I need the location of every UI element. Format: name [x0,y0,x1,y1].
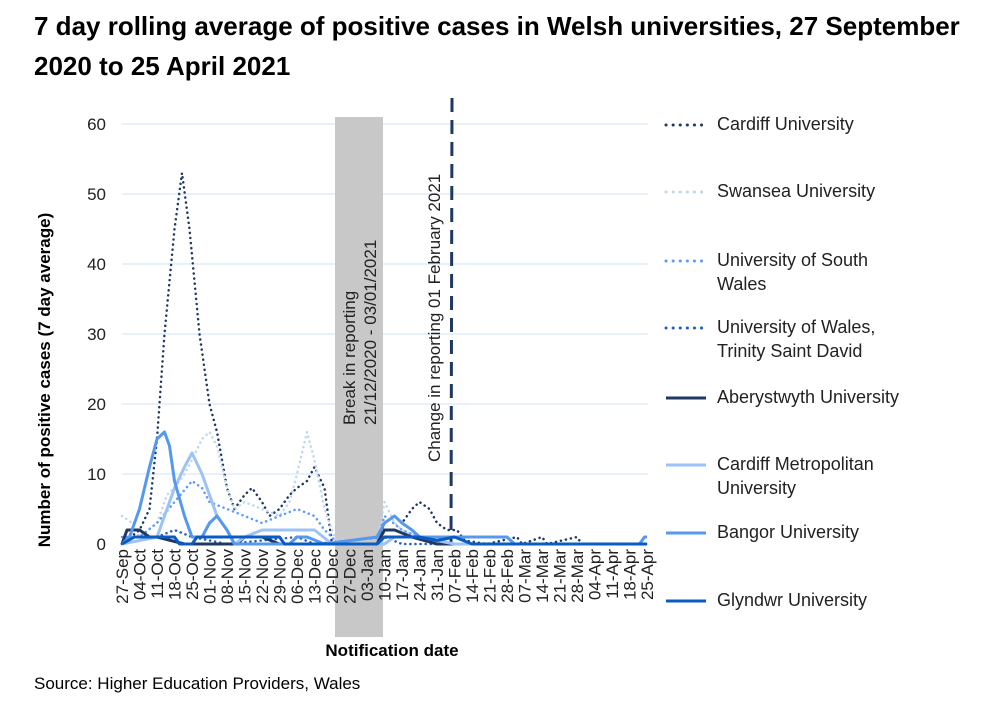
change-annotation: Change in reporting 01 February 2021 [425,174,444,462]
x-tick-label: 28-Feb [498,549,517,603]
reporting-change-line [449,97,454,545]
x-tick-label: 07-Feb [446,549,465,603]
series-line-university-of-south-wales [120,479,649,546]
legend-label: Cardiff University [717,114,854,134]
legend-swatch [666,463,706,467]
legend-swatch [666,531,706,535]
series-line-bangor-university [120,430,647,546]
legend-label: Bangor University [717,522,860,542]
x-tick-label: 20-Dec [323,549,342,604]
x-tick-label: 18-Oct [166,549,185,600]
x-tick-label: 07-Mar [516,549,535,603]
y-tick-label: 40 [87,255,106,274]
x-tick-label: 21-Mar [551,549,570,603]
y-tick-label: 50 [87,185,106,204]
legend-swatch [666,396,706,400]
legend-label: Aberystwyth University [717,387,900,407]
x-axis-label: Notification date [325,641,458,660]
x-tick-label: 27-Dec [341,549,360,604]
y-tick-label: 10 [87,465,106,484]
break-annotation-line1: Break in reporting [340,291,359,425]
x-tick-label: 06-Dec [288,549,307,604]
x-tick-label: 01-Nov [201,549,220,604]
source-note: Source: Higher Education Providers, Wale… [34,674,361,693]
x-tick-label: 27-Sep [113,549,132,604]
x-tick-label: 14-Mar [533,549,552,603]
x-tick-label: 10-Jan [376,549,395,601]
y-tick-label: 30 [87,325,106,344]
legend-label: Cardiff Metropolitan University [717,454,874,498]
series-line-cardiff-university [120,171,649,546]
x-tick-label: 14-Feb [463,549,482,603]
x-tick-label: 31-Jan [428,549,447,601]
legend-label: University of Wales, Trinity Saint David [717,317,876,361]
break-annotation-line2: 21/12/2020 - 03/01/2021 [361,240,380,425]
y-tick-label: 0 [97,535,106,554]
legend-label: Glyndwr University [717,590,868,610]
x-tick-label: 11-Apr [603,549,622,599]
x-tick-label: 13-Dec [306,549,325,604]
x-tick-label: 03-Jan [358,549,377,601]
x-tick-label: 29-Nov [271,549,290,604]
x-tick-label: 04-Oct [131,549,150,600]
series-line-swansea-university [120,430,649,546]
legend-swatch [664,259,708,263]
legend-swatch [664,190,708,194]
legend-swatch [666,599,706,603]
x-tick-label: 28-Mar [568,549,587,603]
y-tick-label: 60 [87,115,106,134]
series-line-glyndwr-university [121,535,647,546]
y-axis-label: Number of positive cases (7 day average) [35,213,54,547]
x-tick-label: 11-Oct [148,549,167,599]
legend-swatch [664,326,708,330]
legend-label: Swansea University [717,181,876,201]
legend-swatch [664,123,708,127]
x-tick-label: 18-Apr [621,549,640,600]
chart-title: 7 day rolling average of positive cases … [34,11,960,81]
x-tick-label: 17-Jan [393,549,412,601]
x-tick-label: 21-Feb [481,549,500,603]
x-tick-label: 22-Nov [253,549,272,604]
x-tick-label: 25-Oct [183,549,202,600]
y-tick-label: 20 [87,395,106,414]
x-tick-label: 25-Apr [638,549,657,600]
x-tick-label: 08-Nov [218,549,237,604]
reporting-break-band [335,117,383,637]
x-tick-label: 24-Jan [411,549,430,601]
x-tick-label: 04-Apr [586,549,605,600]
x-tick-label: 15-Nov [236,549,255,604]
legend-label: University of South Wales [717,250,869,294]
